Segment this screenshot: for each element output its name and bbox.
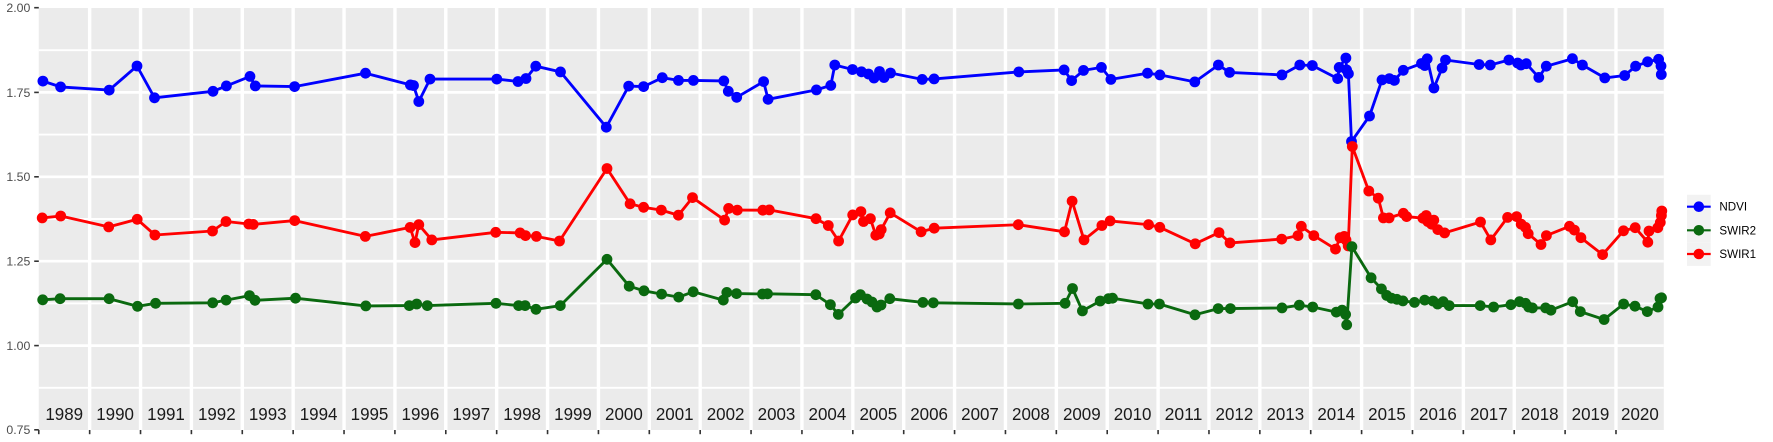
svg-text:1996: 1996 [402, 404, 440, 424]
svg-text:1998: 1998 [503, 404, 541, 424]
svg-text:SWIR2: SWIR2 [1719, 224, 1756, 237]
svg-text:SWIR1: SWIR1 [1719, 248, 1756, 261]
svg-text:2019: 2019 [1572, 404, 1610, 424]
svg-text:1994: 1994 [300, 404, 338, 424]
svg-text:2001: 2001 [656, 404, 694, 424]
svg-text:2003: 2003 [758, 404, 796, 424]
svg-text:2012: 2012 [1216, 404, 1254, 424]
svg-text:2011: 2011 [1165, 404, 1203, 424]
svg-text:2018: 2018 [1521, 404, 1559, 424]
svg-text:1993: 1993 [249, 404, 287, 424]
svg-text:NDVI: NDVI [1719, 201, 1747, 214]
svg-text:1.50: 1.50 [6, 170, 30, 184]
svg-text:2002: 2002 [707, 404, 745, 424]
svg-text:2.00: 2.00 [6, 1, 30, 15]
svg-text:1999: 1999 [554, 404, 592, 424]
svg-text:1990: 1990 [96, 404, 134, 424]
svg-text:2017: 2017 [1470, 404, 1508, 424]
svg-text:2009: 2009 [1063, 404, 1101, 424]
svg-text:1991: 1991 [147, 404, 185, 424]
svg-text:2005: 2005 [859, 404, 897, 424]
svg-text:2014: 2014 [1317, 404, 1355, 424]
svg-text:1989: 1989 [45, 404, 83, 424]
svg-text:2004: 2004 [809, 404, 847, 424]
svg-text:2008: 2008 [1012, 404, 1050, 424]
svg-text:2006: 2006 [910, 404, 948, 424]
svg-text:2016: 2016 [1419, 404, 1457, 424]
svg-text:2000: 2000 [605, 404, 643, 424]
svg-text:2013: 2013 [1266, 404, 1304, 424]
svg-text:2010: 2010 [1114, 404, 1152, 424]
svg-text:0.75: 0.75 [6, 423, 30, 437]
svg-text:2020: 2020 [1621, 404, 1659, 424]
svg-text:1.00: 1.00 [6, 339, 30, 353]
svg-text:1992: 1992 [198, 404, 236, 424]
svg-text:1.75: 1.75 [6, 86, 30, 100]
svg-text:1995: 1995 [351, 404, 389, 424]
svg-text:2007: 2007 [961, 404, 999, 424]
svg-text:2015: 2015 [1368, 404, 1406, 424]
svg-text:1997: 1997 [452, 404, 490, 424]
svg-text:1.25: 1.25 [6, 255, 30, 269]
